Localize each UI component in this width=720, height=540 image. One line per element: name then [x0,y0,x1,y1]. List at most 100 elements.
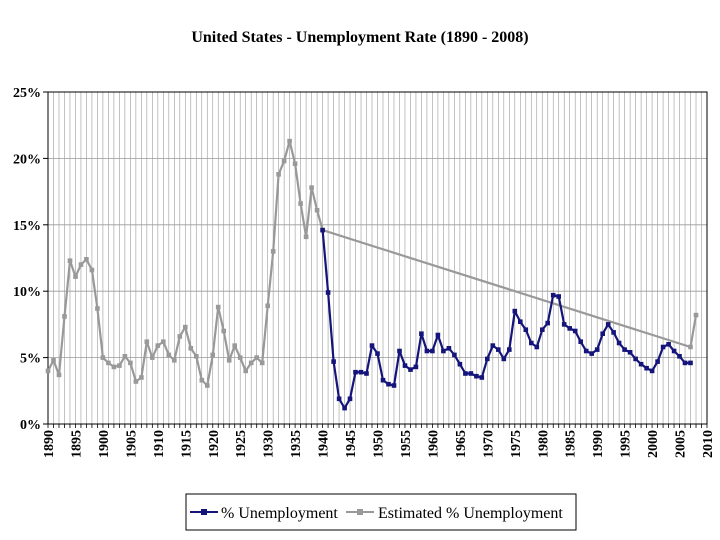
legend: % Unemployment Estimated % Unemployment [185,493,577,531]
data-point [518,319,523,324]
data-point [287,138,292,144]
data-point [320,227,325,233]
data-point [638,361,644,367]
data-point [325,290,331,295]
data-point [342,405,347,411]
x-tick-label: 1975 [509,430,524,458]
data-point [529,340,534,346]
x-tick-label: 1940 [317,430,332,458]
y-tick-label: 25% [13,86,41,101]
data-point [556,294,561,299]
data-point [693,312,699,318]
data-point [215,304,221,310]
data-point [446,346,452,351]
data-point [56,372,62,378]
data-point [298,201,303,206]
data-point [243,368,248,374]
data-point [545,320,550,326]
data-point [419,331,424,336]
series-layer [45,138,699,411]
data-point [490,343,496,348]
data-point [671,348,677,354]
data-point [534,344,540,350]
data-point [353,369,358,375]
data-point [622,347,627,352]
x-tick-label: 1910 [152,430,167,458]
data-point [364,371,369,376]
x-tick-label: 1970 [481,430,496,458]
data-point [276,172,281,177]
data-point [95,306,100,311]
data-point [435,332,441,338]
data-point [611,330,616,335]
x-tick-label: 1950 [372,430,387,458]
y-tick-label: 5% [20,352,41,367]
data-point [561,322,567,327]
data-point [62,314,67,319]
data-point [254,355,259,360]
x-tick-label: 1990 [591,430,606,458]
x-tick-label: 1915 [179,430,194,458]
data-point [430,348,435,354]
data-point [402,363,408,368]
x-tick-label: 1995 [619,430,634,458]
x-tick-label: 1945 [344,430,359,458]
data-point [408,367,413,372]
data-point [155,343,161,348]
x-tick-label: 1925 [234,430,249,458]
data-point [369,343,375,348]
x-tick-label: 2005 [674,430,689,458]
data-point [386,381,391,387]
data-point [106,360,111,366]
data-point [463,371,468,376]
data-point [205,383,210,388]
data-point [540,327,545,332]
data-point [226,358,232,363]
data-point [666,342,671,347]
x-tick-label: 1985 [564,430,579,458]
data-point [84,257,89,262]
data-point [265,303,270,309]
data-point [677,354,682,359]
data-point [380,377,386,383]
data-point [210,352,215,358]
data-point [413,364,419,370]
data-point [441,348,446,354]
data-point [248,360,254,366]
data-point [45,368,51,374]
data-point [479,375,485,380]
data-point [397,348,402,354]
legend-label-estimated: Estimated % Unemployment [378,505,563,522]
data-point [199,377,205,383]
data-point [633,356,638,362]
data-point [507,347,512,352]
data-point [468,371,474,376]
data-point [194,354,199,359]
data-point [655,359,660,364]
data-point [578,339,583,344]
data-point [391,383,397,388]
x-tick-label: 1890 [42,430,57,458]
data-point [501,356,507,362]
legend-label-unemployment: % Unemployment [221,505,338,522]
data-point [150,355,155,360]
data-point [457,361,463,367]
data-point [309,185,314,190]
y-tick-label: 0% [20,418,41,433]
data-point [600,331,605,336]
data-point [73,274,78,279]
data-point [644,365,649,371]
data-point [660,344,666,350]
x-tick-label: 1980 [536,430,551,458]
legend-box [185,493,577,531]
data-point [550,292,556,298]
data-point [270,249,276,254]
data-point [78,262,84,267]
x-tick-label: 1960 [426,430,441,458]
data-point [67,258,73,263]
data-point [117,363,122,368]
x-tick-label: 1895 [69,430,84,458]
data-point [221,328,226,334]
data-point [485,356,490,362]
